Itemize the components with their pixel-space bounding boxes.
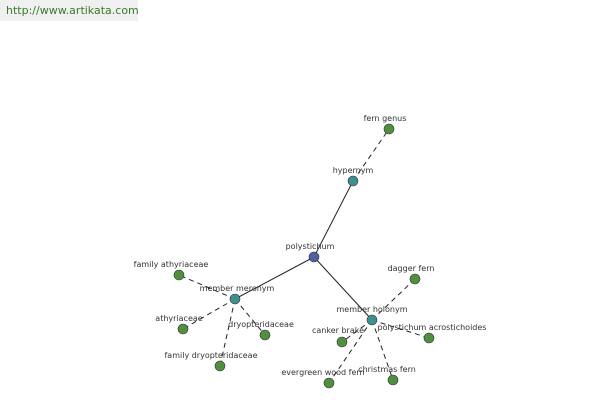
node: [259, 329, 271, 341]
node-label: canker brake: [312, 326, 364, 335]
node-label: family dryopteridaceae: [164, 351, 257, 360]
edge-dashed: [371, 278, 416, 321]
edge-dashed: [182, 298, 236, 330]
node-label: polystichum: [286, 242, 335, 251]
node: [308, 251, 320, 263]
node: [177, 323, 189, 335]
node: [323, 377, 335, 389]
node-label: evergreen wood fern: [281, 368, 364, 377]
node-label: family athyriaceae: [134, 260, 209, 269]
node: [173, 269, 185, 281]
edge-dashed: [178, 274, 236, 300]
node-label: polystichum acrostichoides: [378, 323, 487, 332]
node-label: athyriaceae: [155, 314, 202, 323]
edge: [313, 256, 373, 321]
site-url[interactable]: http://www.artikata.com: [0, 0, 139, 21]
node-label: fern genus: [364, 114, 407, 123]
edge-dashed: [219, 298, 236, 367]
node: [387, 374, 399, 386]
edge-dashed: [328, 319, 373, 384]
node-label: dagger fern: [388, 264, 435, 273]
node: [383, 123, 395, 135]
node: [423, 332, 435, 344]
edge-dashed: [341, 319, 373, 343]
node-label: hypernym: [333, 166, 374, 175]
node-label: christmas fern: [358, 365, 416, 374]
edge-dashed: [371, 319, 394, 381]
node: [229, 293, 241, 305]
node-label: dryopteridaceae: [228, 320, 294, 329]
node: [347, 175, 359, 187]
edge-dashed: [371, 319, 430, 339]
edge: [313, 180, 354, 258]
node-label: member holonym: [336, 305, 407, 314]
node: [409, 273, 421, 285]
node-label: member meronym: [200, 284, 275, 293]
node: [336, 336, 348, 348]
node: [366, 314, 378, 326]
edge-dashed: [352, 128, 390, 182]
edge-dashed: [234, 298, 266, 336]
node: [214, 360, 226, 372]
edge: [234, 256, 315, 300]
